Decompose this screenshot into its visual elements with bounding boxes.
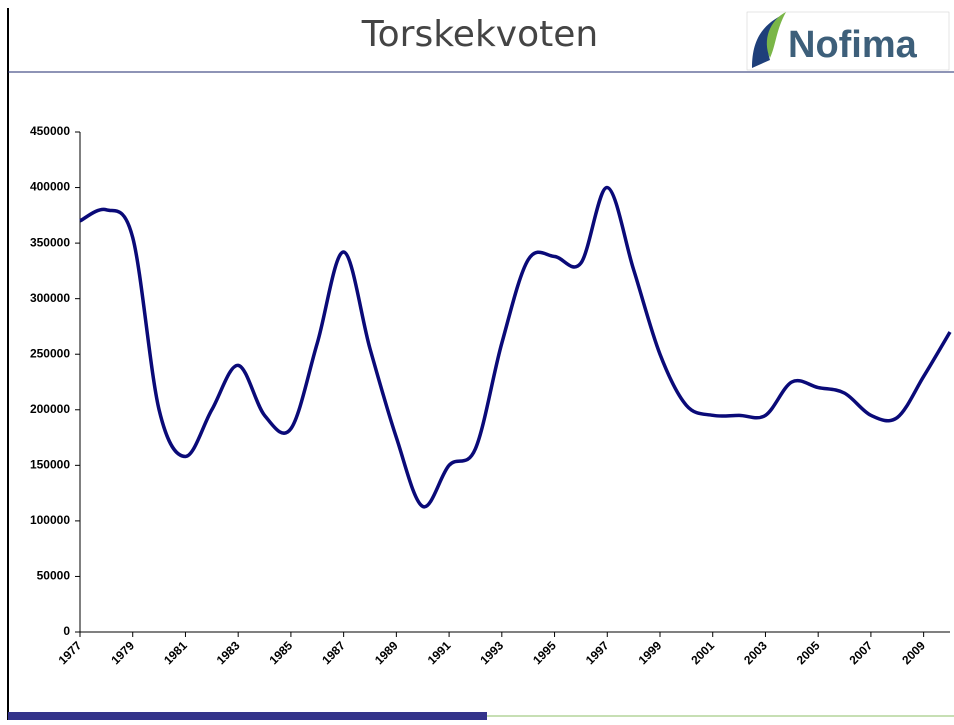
y-tick-label: 450000	[30, 124, 70, 138]
y-tick-label: 350000	[30, 235, 70, 249]
x-tick-label: 2007	[846, 638, 875, 667]
x-tick-label: 1997	[583, 638, 612, 667]
x-tick-label: 1981	[161, 638, 190, 667]
logo-leaf-green	[766, 12, 786, 58]
y-tick-label: 0	[63, 624, 70, 638]
x-tick-label: 2005	[794, 638, 823, 667]
x-tick-label: 1991	[425, 638, 454, 667]
x-tick-label: 1995	[530, 638, 559, 667]
x-tick-label: 1999	[636, 638, 665, 667]
footer-bar	[8, 712, 487, 720]
x-tick-label: 1989	[372, 638, 401, 667]
x-tick-label: 2001	[688, 638, 717, 667]
y-tick-label: 400000	[30, 180, 70, 194]
y-tick-label: 200000	[30, 402, 70, 416]
x-tick-label: 1983	[214, 638, 243, 667]
y-tick-label: 300000	[30, 291, 70, 305]
y-tick-label: 50000	[37, 569, 71, 583]
x-tick-label: 2009	[899, 638, 928, 667]
data-line	[79, 185, 952, 509]
x-tick-label: 1977	[56, 638, 85, 667]
slide-title: Torskekvoten	[361, 14, 598, 55]
x-tick-label: 1987	[319, 638, 348, 667]
x-tick-label: 1993	[477, 638, 506, 667]
x-tick-label: 2003	[741, 638, 770, 667]
x-tick-label: 1985	[266, 638, 295, 667]
y-tick-label: 100000	[30, 513, 70, 527]
logo-text: Nofima	[788, 24, 918, 66]
y-tick-label: 250000	[30, 346, 70, 360]
y-tick-label: 150000	[30, 458, 70, 472]
x-tick-label: 1979	[108, 638, 137, 667]
